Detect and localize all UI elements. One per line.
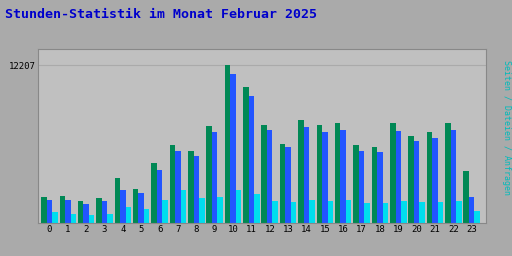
Bar [469, 197, 475, 223]
Bar [162, 199, 168, 223]
Bar [322, 132, 328, 223]
Bar [52, 212, 58, 223]
Bar [243, 87, 249, 223]
Bar [346, 199, 351, 223]
Bar [59, 196, 65, 223]
Bar [280, 144, 285, 223]
Bar [188, 151, 194, 223]
Bar [285, 147, 291, 223]
Bar [133, 189, 138, 223]
Bar [115, 178, 120, 223]
Bar [144, 209, 150, 223]
Bar [236, 190, 241, 223]
Bar [377, 152, 382, 223]
Bar [254, 194, 260, 223]
Bar [249, 96, 254, 223]
Bar [78, 201, 83, 223]
Bar [395, 131, 401, 223]
Text: Stunden-Statistik im Monat Februar 2025: Stunden-Statistik im Monat Februar 2025 [5, 8, 317, 21]
Bar [419, 202, 425, 223]
Bar [65, 199, 71, 223]
Bar [71, 214, 76, 223]
Bar [463, 171, 469, 223]
Bar [365, 203, 370, 223]
Bar [475, 211, 480, 223]
Bar [212, 132, 218, 223]
Bar [340, 130, 346, 223]
Text: Seiten / Dateien / Anfragen: Seiten / Dateien / Anfragen [502, 60, 511, 196]
Bar [432, 138, 438, 223]
Bar [359, 151, 365, 223]
Bar [390, 123, 395, 223]
Bar [175, 151, 181, 223]
Bar [138, 193, 144, 223]
Bar [218, 197, 223, 223]
Bar [438, 202, 443, 223]
Bar [267, 130, 272, 223]
Bar [409, 136, 414, 223]
Bar [328, 201, 333, 223]
Bar [107, 214, 113, 223]
Bar [353, 145, 359, 223]
Bar [47, 200, 52, 223]
Bar [194, 156, 199, 223]
Bar [316, 125, 322, 223]
Bar [445, 123, 451, 223]
Bar [96, 198, 102, 223]
Bar [426, 132, 432, 223]
Bar [83, 204, 89, 223]
Bar [401, 201, 407, 223]
Bar [169, 145, 175, 223]
Bar [291, 202, 296, 223]
Bar [456, 201, 462, 223]
Bar [298, 120, 304, 223]
Bar [230, 74, 236, 223]
Bar [125, 207, 131, 223]
Bar [335, 123, 340, 223]
Bar [414, 142, 419, 223]
Bar [451, 130, 456, 223]
Bar [199, 198, 205, 223]
Bar [272, 201, 278, 223]
Bar [152, 163, 157, 223]
Bar [262, 125, 267, 223]
Bar [120, 190, 125, 223]
Bar [206, 126, 212, 223]
Bar [225, 65, 230, 223]
Bar [372, 147, 377, 223]
Bar [382, 203, 388, 223]
Bar [89, 215, 94, 223]
Bar [102, 201, 107, 223]
Bar [157, 170, 162, 223]
Bar [181, 190, 186, 223]
Bar [309, 199, 315, 223]
Bar [41, 197, 47, 223]
Bar [304, 127, 309, 223]
